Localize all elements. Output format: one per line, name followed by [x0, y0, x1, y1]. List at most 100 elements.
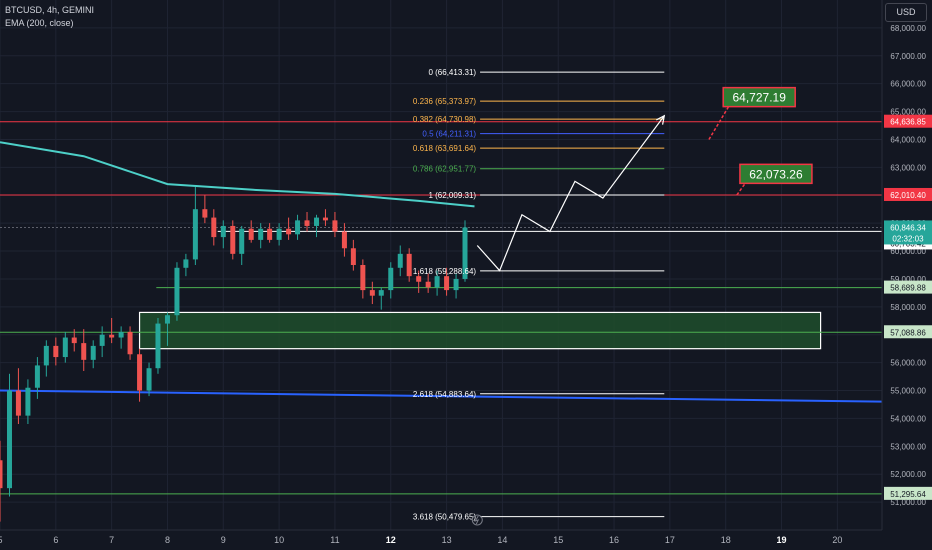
price-tag-label: 64,636.85 — [890, 118, 926, 127]
candle-body[interactable] — [192, 209, 198, 260]
candle-body[interactable] — [453, 278, 459, 291]
candle-body[interactable] — [34, 365, 40, 388]
candle-body[interactable] — [146, 368, 152, 391]
lightning-bolt-glyph — [474, 515, 480, 525]
time-tick-label: 5 — [0, 535, 3, 545]
price-tag-label: 57,088.86 — [890, 328, 926, 337]
price-tag[interactable] — [884, 187, 932, 201]
candle-body[interactable] — [109, 334, 115, 338]
candle-body[interactable] — [388, 267, 394, 291]
candle-body[interactable] — [0, 460, 3, 489]
ema-200-line[interactable] — [0, 141, 475, 208]
time-tick-label: 20 — [832, 535, 842, 545]
candle-body[interactable] — [332, 220, 338, 232]
price-tag[interactable] — [884, 220, 932, 234]
fib-level-label: 0.5 (64,211.31) — [422, 130, 476, 139]
candle-body[interactable] — [81, 343, 87, 360]
price-tag[interactable] — [884, 325, 932, 339]
price-tick-label: 68,000.00 — [890, 24, 926, 33]
fib-level-label: 1 (62,009.31) — [428, 191, 476, 200]
candle-body[interactable] — [239, 228, 245, 254]
price-tag-label: 58,689.88 — [890, 284, 926, 293]
candle-body[interactable] — [360, 265, 366, 291]
candle-body[interactable] — [322, 217, 328, 221]
candle-body[interactable] — [43, 345, 49, 366]
price-tick-label: 58,000.00 — [890, 303, 926, 312]
price-tick-label: 66,000.00 — [890, 80, 926, 89]
time-tick-label: 10 — [274, 535, 284, 545]
candle-body[interactable] — [6, 390, 12, 489]
callout-box[interactable] — [722, 86, 796, 108]
candle-body[interactable] — [155, 323, 161, 369]
time-tick-label: 15 — [553, 535, 563, 545]
candle-body[interactable] — [304, 220, 310, 226]
time-tick-label: 17 — [665, 535, 675, 545]
fib-level-label: 0.382 (64,730.98) — [413, 115, 476, 124]
candle-body[interactable] — [462, 227, 468, 279]
candle-body[interactable] — [286, 228, 292, 235]
candle-body[interactable] — [174, 267, 180, 316]
callout-box[interactable] — [739, 163, 813, 185]
candle-body[interactable] — [434, 276, 440, 288]
price-tick-label: 55,000.00 — [890, 387, 926, 396]
candle-body[interactable] — [369, 290, 375, 296]
candle-body[interactable] — [164, 315, 170, 324]
price-tag[interactable] — [884, 114, 932, 128]
candle-body[interactable] — [220, 225, 226, 238]
candle-body[interactable] — [378, 290, 384, 296]
candle-body[interactable] — [62, 337, 68, 358]
price-tick-label: 64,000.00 — [890, 135, 926, 144]
candle-body[interactable] — [341, 231, 347, 249]
currency-button[interactable]: USD — [885, 3, 927, 22]
symbol-title[interactable]: BTCUSD, 4h, GEMINI — [5, 5, 95, 15]
candle-body[interactable] — [202, 209, 208, 218]
countdown-label: 02:32:03 — [892, 234, 924, 243]
price-tag-label: 60,846.34 — [890, 223, 926, 232]
fib-level-label: 1.618 (59,288.64) — [413, 267, 476, 276]
candle-body[interactable] — [183, 259, 189, 268]
time-tick-label: 16 — [609, 535, 619, 545]
candle-body[interactable] — [90, 345, 96, 360]
demand-zone-box[interactable] — [138, 311, 822, 350]
fib-level-label: 0.618 (63,691.64) — [413, 144, 476, 153]
time-tick-label: 9 — [221, 535, 226, 545]
price-tick-label: 56,000.00 — [890, 359, 926, 368]
candle-body[interactable] — [444, 276, 450, 291]
lightning-icon[interactable] — [471, 514, 483, 526]
candle-body[interactable] — [295, 220, 301, 235]
price-tick-label: 65,000.00 — [890, 108, 926, 117]
candle-body[interactable] — [127, 331, 133, 355]
price-tick-label: 59,000.00 — [890, 275, 926, 284]
candle-body[interactable] — [15, 390, 21, 416]
candle-body[interactable] — [258, 228, 264, 240]
price-tick-label: 54,000.00 — [890, 414, 926, 423]
candle-body[interactable] — [267, 228, 273, 240]
price-tag[interactable] — [884, 486, 932, 500]
candle-body[interactable] — [230, 225, 236, 254]
candle-body[interactable] — [406, 253, 412, 277]
candle-body[interactable] — [416, 276, 422, 282]
time-tick-label: 6 — [53, 535, 58, 545]
indicator-label[interactable]: EMA (200, close) — [5, 18, 74, 28]
candle-body[interactable] — [211, 217, 217, 238]
projection-path[interactable] — [476, 115, 665, 272]
candle-body[interactable] — [350, 248, 356, 265]
candle-body[interactable] — [71, 337, 77, 344]
candle-body[interactable] — [53, 345, 59, 358]
price-tick-label: 60,000.00 — [890, 247, 926, 256]
candle-body[interactable] — [137, 354, 143, 391]
price-tick-label: 53,000.00 — [890, 442, 926, 451]
candle-body[interactable] — [425, 281, 431, 288]
candle-body[interactable] — [118, 331, 124, 338]
price-tag[interactable] — [884, 280, 932, 294]
candle-body[interactable] — [314, 217, 320, 226]
candle-body[interactable] — [248, 228, 254, 240]
candle-body[interactable] — [99, 334, 105, 346]
candle-body[interactable] — [276, 228, 282, 240]
blue-trendline[interactable] — [0, 389, 883, 403]
candle-body[interactable] — [397, 253, 403, 268]
candle-body[interactable] — [25, 387, 31, 416]
time-tick-label: 18 — [721, 535, 731, 545]
price-tag-label: 51,295.64 — [890, 490, 926, 499]
